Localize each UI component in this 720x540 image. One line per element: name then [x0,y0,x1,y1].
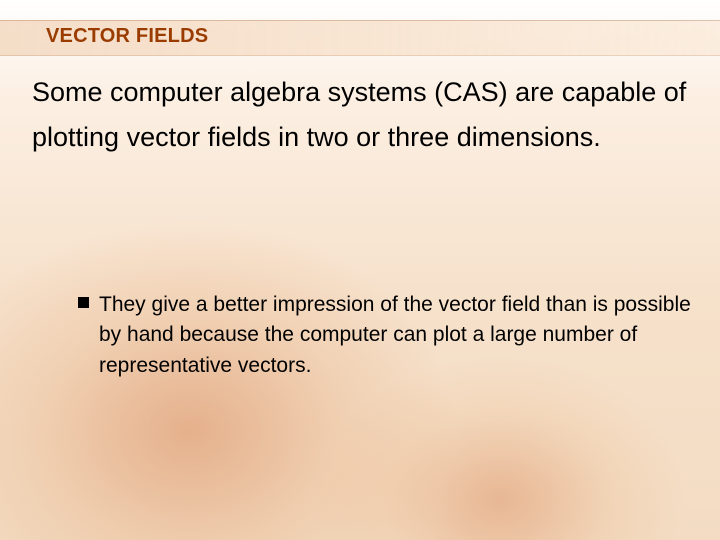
section-title: VECTOR FIELDS [46,25,208,48]
list-item: They give a better impression of the vec… [78,290,698,381]
list-item-text: They give a better impression of the vec… [99,290,698,381]
square-bullet-icon [78,297,89,308]
bullet-list: They give a better impression of the vec… [78,290,698,381]
body-paragraph: Some computer algebra systems (CAS) are … [32,70,696,159]
